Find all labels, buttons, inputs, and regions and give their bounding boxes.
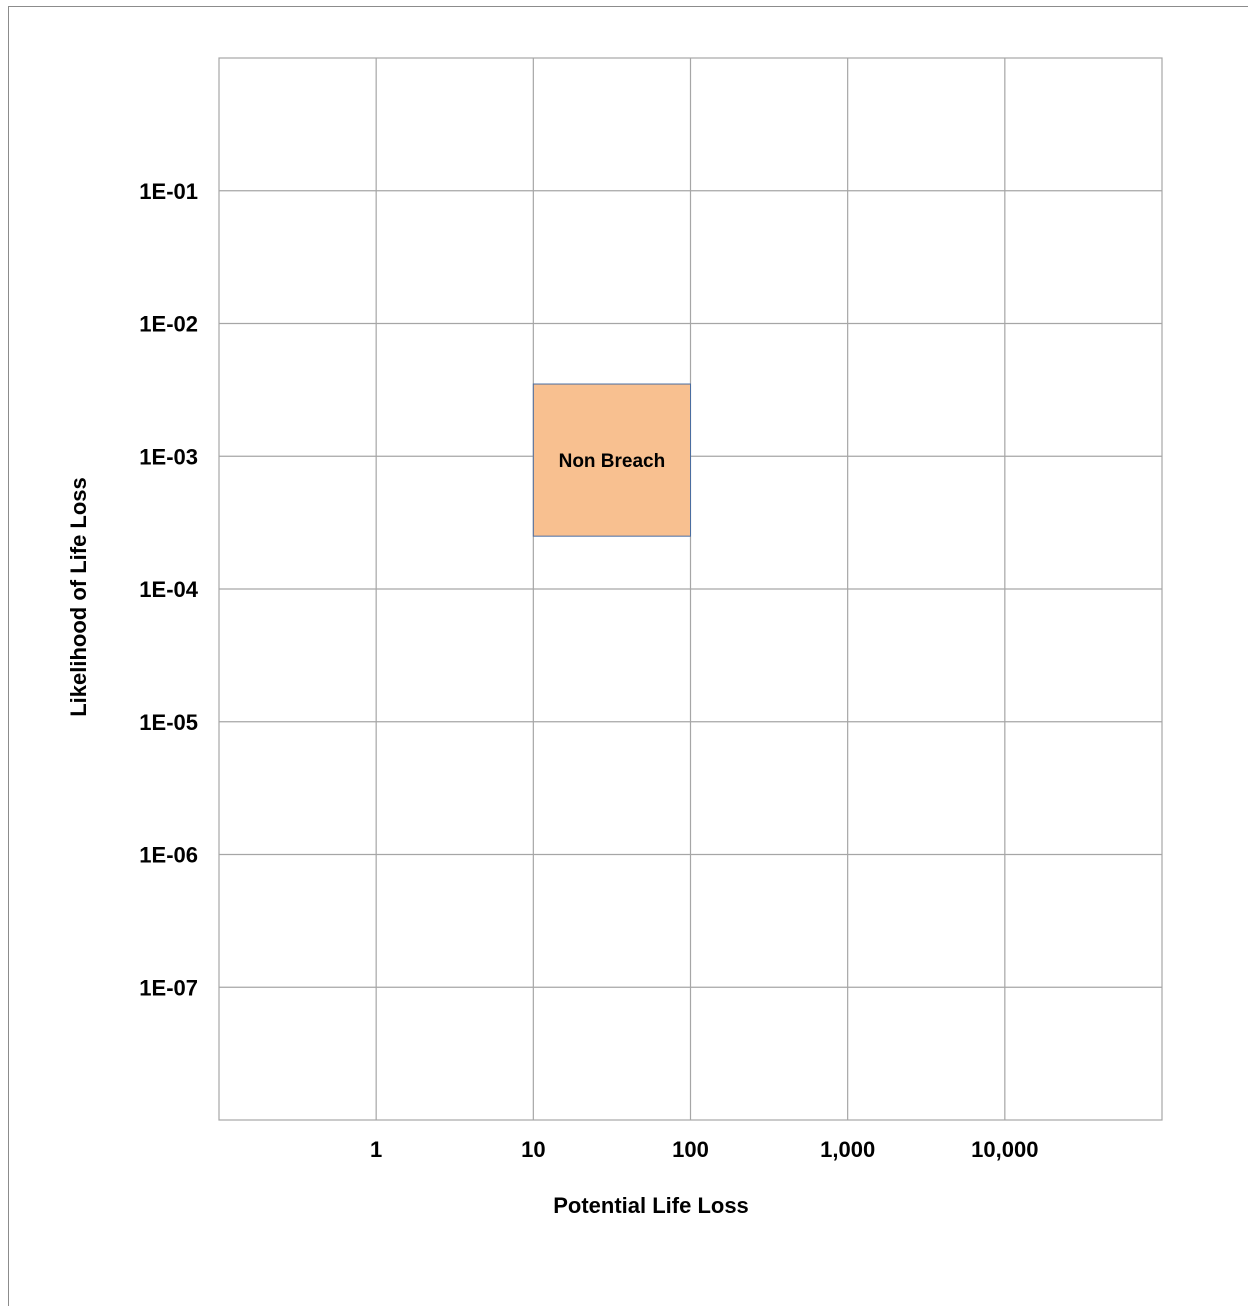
x-tick-label: 1,000 (820, 1137, 875, 1162)
x-axis-title: Potential Life Loss (553, 1193, 749, 1218)
x-tick-label: 1 (370, 1137, 382, 1162)
x-tick-label: 100 (672, 1137, 709, 1162)
y-tick-label: 1E-03 (139, 444, 198, 469)
y-tick-labels: 1E-01 1E-02 1E-03 1E-04 1E-05 1E-06 1E-07 (139, 179, 198, 1001)
y-tick-label: 1E-07 (139, 975, 198, 1000)
y-tick-label: 1E-01 (139, 179, 198, 204)
regions: Non Breach (532, 383, 691, 537)
chart-frame (8, 6, 1248, 1306)
region-label: Non Breach (559, 451, 666, 472)
region-box (532, 383, 691, 537)
y-tick-label: 1E-05 (139, 710, 198, 735)
y-tick-label: 1E-02 (139, 312, 198, 337)
x-tick-labels: 1 10 100 1,000 10,000 (370, 1137, 1038, 1162)
y-tick-label: 1E-04 (139, 577, 198, 602)
x-tick-label: 10,000 (971, 1137, 1038, 1162)
x-tick-label: 10 (521, 1137, 545, 1162)
y-axis-title: Likelihood of Life Loss (66, 477, 91, 717)
grid (218, 57, 1163, 1121)
y-tick-label: 1E-06 (139, 843, 198, 868)
